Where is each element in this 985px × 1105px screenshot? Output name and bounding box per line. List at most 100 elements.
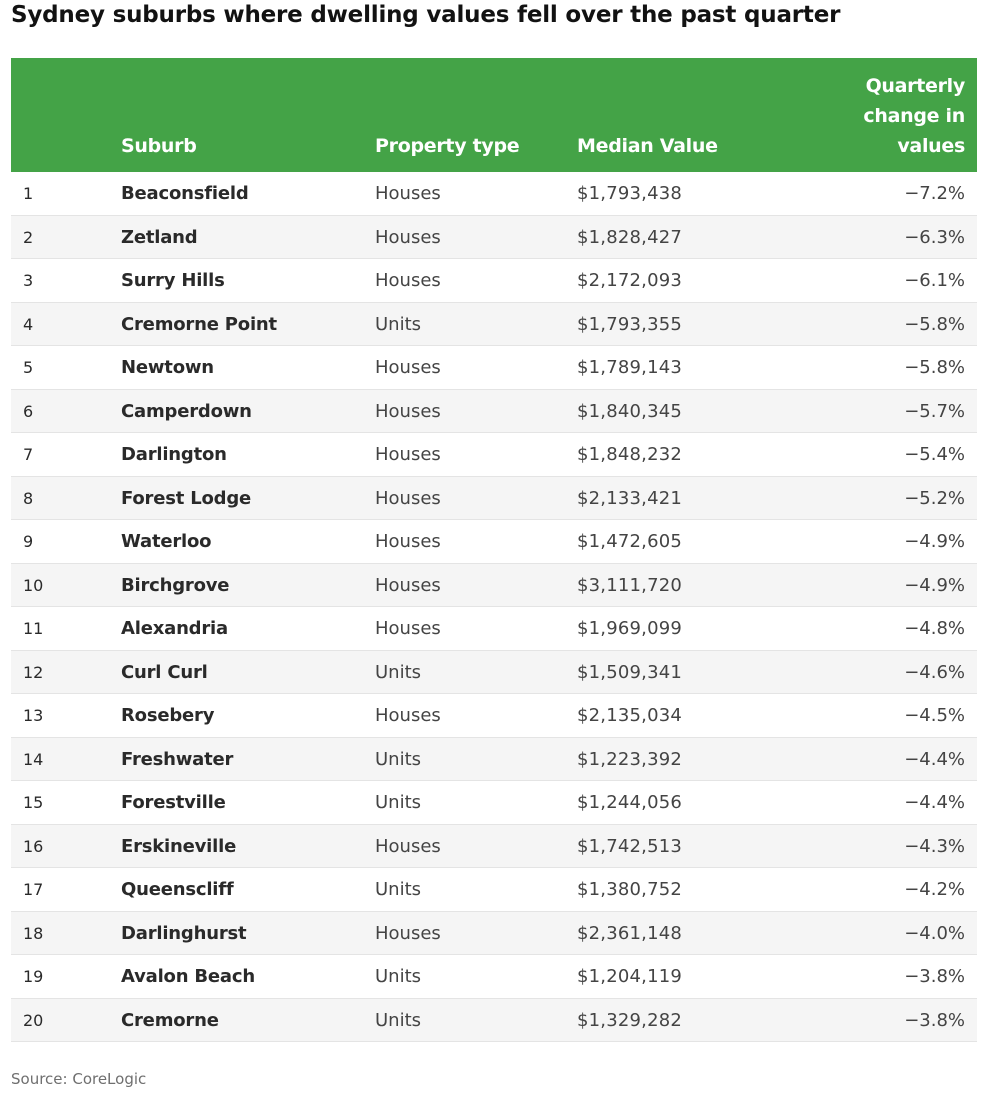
rank-cell: 16 — [23, 836, 44, 856]
median-value-cell: $1,742,513 — [577, 835, 683, 857]
table-row: 11 Alexandria Houses $1,969,099 −4.8% — [11, 607, 977, 651]
quarterly-change-cell: −4.8% — [904, 618, 965, 639]
header-suburb[interactable]: Suburb — [121, 135, 197, 157]
median-value-cell: $1,969,099 — [577, 618, 683, 639]
property-type-cell: Houses — [375, 705, 441, 726]
quarterly-change-cell: −5.8% — [904, 357, 965, 378]
suburb-cell: Cremorne Point — [121, 313, 277, 335]
suburb-cell: Newtown — [121, 357, 214, 378]
property-type-cell: Units — [375, 661, 422, 683]
table-header: Suburb Property type Median Value Quarte… — [11, 58, 977, 172]
property-type-cell: Houses — [375, 444, 441, 465]
table-row: 3 Surry Hills Houses $2,172,093 −6.1% — [11, 259, 977, 303]
median-value-cell: $1,793,438 — [577, 183, 683, 204]
median-value-cell: $3,111,720 — [577, 574, 683, 596]
property-type-cell: Houses — [375, 357, 441, 378]
property-type-cell: Houses — [375, 531, 441, 552]
property-type-cell: Houses — [375, 574, 441, 596]
suburb-cell: Forest Lodge — [121, 487, 252, 509]
quarterly-change-cell: −7.2% — [904, 183, 965, 204]
suburb-cell: Rosebery — [121, 705, 215, 726]
suburb-cell: Erskineville — [121, 835, 237, 857]
suburb-cell: Camperdown — [121, 400, 252, 422]
rank-cell: 2 — [23, 227, 34, 247]
median-value-cell: $1,789,143 — [577, 357, 683, 378]
table-row: 5 Newtown Houses $1,789,143 −5.8% — [11, 346, 977, 390]
suburb-cell: Darlinghurst — [121, 922, 247, 944]
rank-cell: 17 — [23, 880, 44, 899]
rank-cell: 14 — [23, 749, 44, 769]
property-type-cell: Houses — [375, 183, 441, 204]
rank-cell: 13 — [23, 706, 44, 725]
table-row: 1 Beaconsfield Houses $1,793,438 −7.2% — [11, 172, 977, 216]
quarterly-change-cell: −4.4% — [904, 748, 965, 770]
quarterly-change-cell: −4.2% — [904, 879, 965, 900]
property-type-cell: Houses — [375, 226, 441, 248]
suburb-cell: Birchgrove — [121, 574, 230, 596]
suburb-cell: Curl Curl — [121, 661, 208, 683]
suburb-cell: Queenscliff — [121, 879, 234, 900]
suburb-cell: Freshwater — [121, 748, 234, 770]
quarterly-change-cell: −4.4% — [904, 792, 965, 813]
suburb-cell: Zetland — [121, 226, 198, 248]
median-value-cell: $1,828,427 — [577, 226, 683, 248]
property-type-cell: Units — [375, 1009, 422, 1031]
median-value-cell: $1,244,056 — [577, 792, 683, 813]
table-row: 8 Forest Lodge Houses $2,133,421 −5.2% — [11, 476, 977, 520]
median-value-cell: $1,793,355 — [577, 313, 683, 335]
rank-cell: 7 — [23, 445, 34, 464]
median-value-cell: $2,361,148 — [577, 922, 683, 944]
property-type-cell: Units — [375, 748, 422, 770]
property-type-cell: Houses — [375, 400, 441, 422]
rank-cell: 11 — [23, 619, 44, 638]
rank-cell: 15 — [23, 793, 44, 812]
header-median-value[interactable]: Median Value — [577, 135, 718, 157]
header-quarterly-change[interactable]: Quarterly change in values — [863, 75, 965, 157]
table-row: 10 Birchgrove Houses $3,111,720 −4.9% — [11, 563, 977, 607]
quarterly-change-cell: −4.9% — [904, 574, 965, 596]
table-body: 1 Beaconsfield Houses $1,793,438 −7.2% 2 Zetla… — [11, 172, 977, 1042]
table-row: 14 Freshwater Units $1,223,392 −4.4% — [11, 737, 977, 781]
rank-cell: 4 — [23, 314, 34, 334]
quarterly-change-cell: −3.8% — [904, 1009, 965, 1031]
rank-cell: 12 — [23, 662, 44, 682]
suburb-cell: Cremorne — [121, 1009, 219, 1031]
rank-cell: 8 — [23, 488, 34, 508]
table-row: 6 Camperdown Houses $1,840,345 −5.7% — [11, 389, 977, 433]
suburb-cell: Alexandria — [121, 618, 228, 639]
rank-cell: 18 — [23, 923, 44, 943]
source-note: Source: CoreLogic — [11, 1070, 147, 1088]
median-value-cell: $2,135,034 — [577, 705, 683, 726]
rank-cell: 6 — [23, 401, 34, 421]
median-value-cell: $1,223,392 — [577, 748, 683, 770]
property-type-cell: Units — [375, 879, 422, 900]
table-row: 16 Erskineville Houses $1,742,513 −4.3% — [11, 824, 977, 868]
page-title: Sydney suburbs where dwelling values fel… — [11, 2, 841, 28]
rank-cell: 3 — [23, 271, 34, 290]
property-type-cell: Houses — [375, 618, 441, 639]
rank-cell: 1 — [23, 184, 34, 203]
table-row: 12 Curl Curl Units $1,509,341 −4.6% — [11, 650, 977, 694]
quarterly-change-cell: −4.0% — [904, 922, 965, 944]
suburb-cell: Waterloo — [121, 531, 212, 552]
quarterly-change-cell: −6.3% — [904, 226, 965, 248]
quarterly-change-cell: −5.8% — [904, 313, 965, 335]
rank-cell: 9 — [23, 532, 34, 551]
quarterly-change-cell: −4.3% — [904, 835, 965, 857]
median-value-cell: $1,204,119 — [577, 966, 683, 987]
property-type-cell: Houses — [375, 835, 441, 857]
median-value-cell: $1,509,341 — [577, 661, 683, 683]
property-type-cell: Houses — [375, 922, 441, 944]
suburb-cell: Forestville — [121, 792, 226, 813]
property-type-cell: Houses — [375, 270, 441, 291]
table-row: 20 Cremorne Units $1,329,282 −3.8% — [11, 998, 977, 1042]
quarterly-change-cell: −3.8% — [904, 966, 965, 987]
header-property-type[interactable]: Property type — [375, 135, 520, 157]
table-row: 15 Forestville Units $1,244,056 −4.4% — [11, 781, 977, 825]
table-row: 2 Zetland Houses $1,828,427 −6.3% — [11, 215, 977, 259]
suburb-cell: Avalon Beach — [121, 966, 255, 987]
property-type-cell: Units — [375, 966, 422, 987]
suburbs-table: Suburb Property type Median Value Quarte… — [11, 58, 977, 1042]
rank-cell: 10 — [23, 575, 44, 595]
median-value-cell: $1,472,605 — [577, 531, 683, 552]
